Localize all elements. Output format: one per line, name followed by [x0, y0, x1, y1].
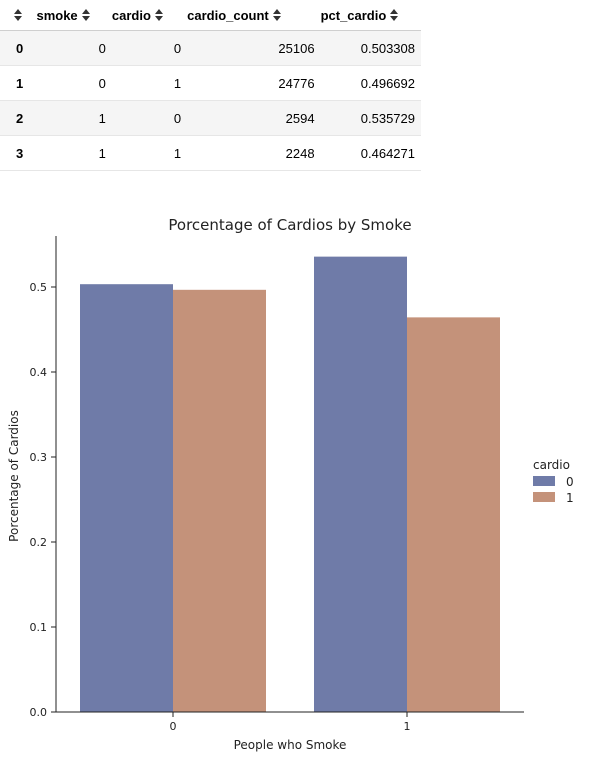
- cell-cardio-count: 2248: [285, 145, 315, 161]
- column-header-cardio-count[interactable]: cardio_count: [187, 0, 321, 31]
- dataframe-table: smoke cardio cardio_count pct_cardio 0 0…: [0, 0, 421, 171]
- table-row: 2 1 0 2594 0.535729: [0, 100, 421, 136]
- legend: cardio 0 1: [533, 458, 574, 505]
- cell-pct-cardio: 0.464271: [360, 145, 415, 161]
- cell-smoke: 0: [98, 75, 106, 91]
- y-tick-label: 0.0: [30, 706, 48, 719]
- x-tick-label: 0: [170, 720, 177, 733]
- y-tick-label: 0.1: [30, 621, 48, 634]
- row-index: 3: [16, 145, 24, 161]
- y-tick-label: 0.2: [30, 536, 48, 549]
- cell-pct-cardio: 0.503308: [360, 40, 415, 56]
- row-index: 1: [16, 75, 24, 91]
- cell-cardio: 1: [173, 75, 182, 91]
- cell-cardio-count: 25106: [278, 40, 315, 56]
- bar-chart: Porcentage of Cardios by Smoke 0.0 0.1 0.2…: [7, 216, 574, 752]
- bars-group: [80, 256, 500, 712]
- y-tick-label: 0.3: [30, 451, 48, 464]
- bar-smoke-1-cardio-1: [407, 317, 500, 712]
- bar-smoke-0-cardio-1: [173, 289, 266, 712]
- y-axis-label: Porcentage of Cardios: [7, 410, 21, 542]
- column-header-cardio[interactable]: cardio: [111, 0, 188, 31]
- sort-icon[interactable]: [81, 8, 90, 21]
- sort-icon[interactable]: [272, 8, 281, 21]
- y-tick-label: 0.5: [30, 281, 48, 294]
- cell-cardio: 0: [173, 40, 182, 56]
- column-header-label: cardio_count: [187, 7, 269, 23]
- cell-smoke: 1: [98, 110, 106, 126]
- cell-smoke: 1: [98, 145, 106, 161]
- cell-cardio: 0: [173, 110, 182, 126]
- dataframe-output: smoke cardio cardio_count pct_cardio 0 0…: [0, 0, 421, 171]
- index-sort-header[interactable]: [0, 0, 37, 31]
- column-header-label: smoke: [36, 7, 78, 23]
- table-header-row: smoke cardio cardio_count pct_cardio: [0, 0, 421, 31]
- chart-area: Porcentage of Cardios by Smoke 0.0 0.1 0.2…: [0, 200, 594, 753]
- column-header-smoke[interactable]: smoke: [36, 0, 112, 31]
- cell-cardio-count: 2594: [285, 110, 315, 126]
- legend-swatch-0: [533, 476, 555, 486]
- table-row: 0 0 0 25106 0.503308: [0, 30, 421, 66]
- column-header-label: pct_cardio: [320, 7, 387, 23]
- cell-pct-cardio: 0.535729: [360, 110, 415, 126]
- legend-title: cardio: [533, 458, 570, 472]
- legend-label: 1: [566, 491, 574, 505]
- legend-label: 0: [566, 475, 574, 489]
- cell-pct-cardio: 0.496692: [360, 75, 415, 91]
- bar-smoke-1-cardio-0: [314, 256, 407, 712]
- row-index: 0: [16, 40, 24, 56]
- column-header-label: cardio: [111, 7, 151, 23]
- x-tick-label: 1: [404, 720, 411, 733]
- cell-cardio: 1: [173, 145, 182, 161]
- sort-icon[interactable]: [14, 8, 22, 21]
- table-row: 1 0 1 24776 0.496692: [0, 66, 421, 101]
- cell-smoke: 0: [98, 40, 106, 56]
- legend-swatch-1: [533, 492, 555, 502]
- table-row: 3 1 1 2248 0.464271: [0, 136, 421, 171]
- cell-cardio-count: 24776: [278, 75, 315, 91]
- x-axis-label: People who Smoke: [234, 738, 347, 752]
- bar-smoke-0-cardio-0: [80, 284, 173, 712]
- chart-title: Porcentage of Cardios by Smoke: [168, 216, 411, 234]
- column-header-pct-cardio[interactable]: pct_cardio: [320, 0, 421, 31]
- sort-icon[interactable]: [154, 8, 163, 21]
- y-axis: 0.0 0.1 0.2 0.3 0.4 0.5: [30, 236, 57, 719]
- sort-icon[interactable]: [390, 8, 399, 21]
- y-tick-label: 0.4: [30, 366, 48, 379]
- row-index: 2: [16, 110, 24, 126]
